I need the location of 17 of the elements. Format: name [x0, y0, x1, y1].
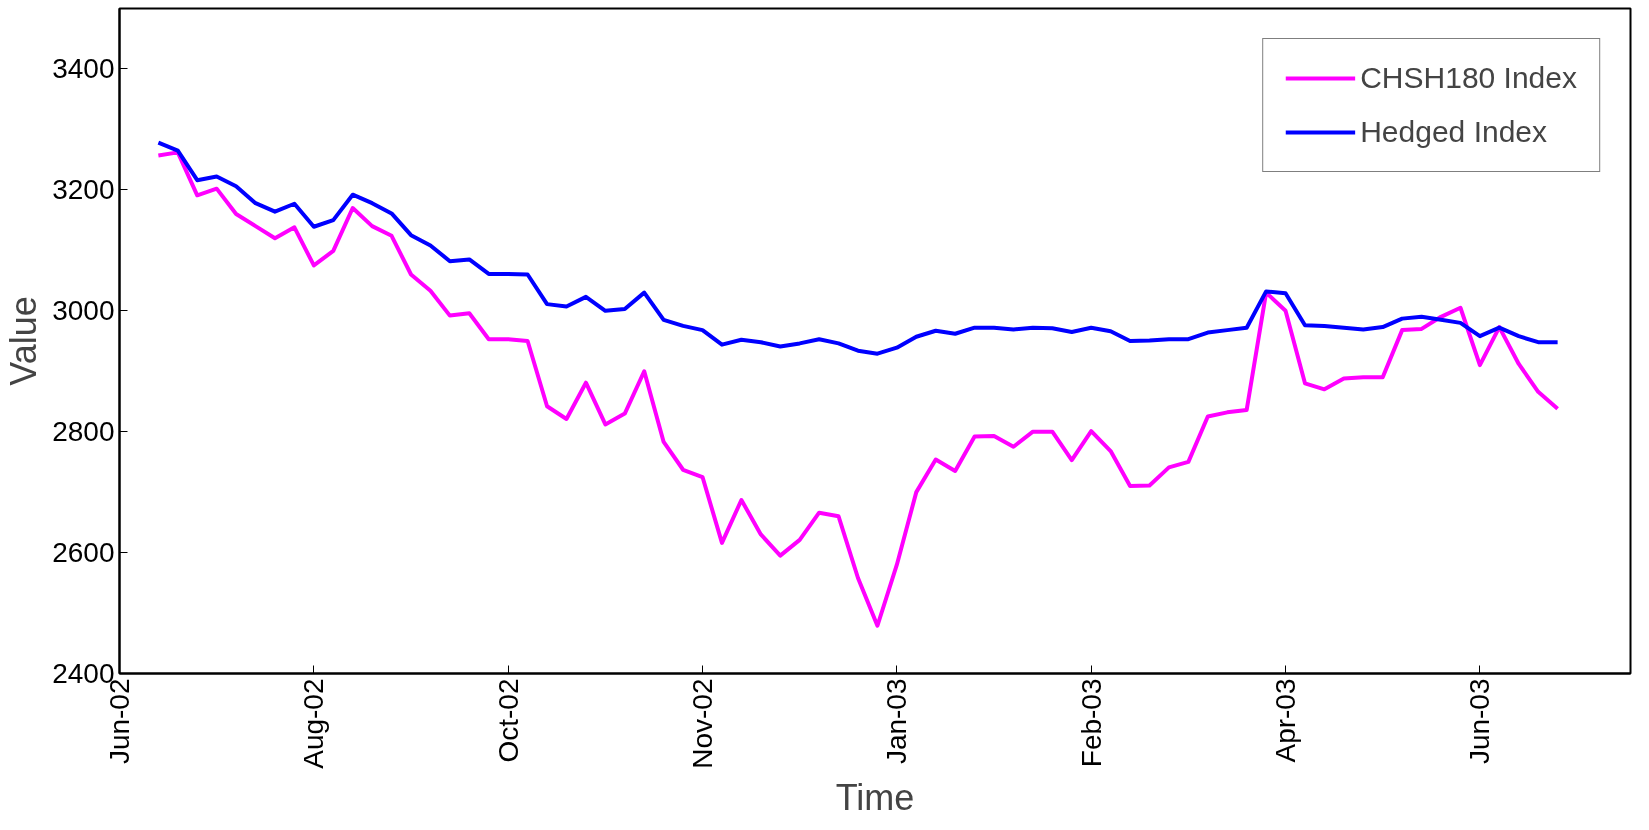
y-tick-label: 3200 — [52, 174, 115, 206]
y-tick-label: 3000 — [52, 295, 115, 327]
y-tick-label: 2600 — [52, 537, 115, 569]
x-tick-label: Jan-03 — [881, 678, 913, 765]
y-tick-label: 2800 — [52, 416, 115, 448]
legend-label: Hedged Index — [1360, 115, 1548, 149]
x-tick-label: Aug-02 — [298, 678, 330, 769]
x-tick-label: Apr-03 — [1270, 678, 1302, 763]
legend-label: CHSH180 Index — [1360, 61, 1577, 95]
line-series — [156, 150, 1560, 628]
y-axis-title: Value — [3, 296, 45, 386]
x-axis-title: Time — [835, 776, 915, 818]
y-tick-label: 3400 — [52, 53, 115, 85]
x-tick-label: Feb-03 — [1075, 678, 1107, 768]
x-tick-label: Nov-02 — [687, 678, 719, 769]
x-tick-label: Jun-03 — [1464, 678, 1496, 765]
x-tick-label: Oct-02 — [492, 678, 524, 763]
